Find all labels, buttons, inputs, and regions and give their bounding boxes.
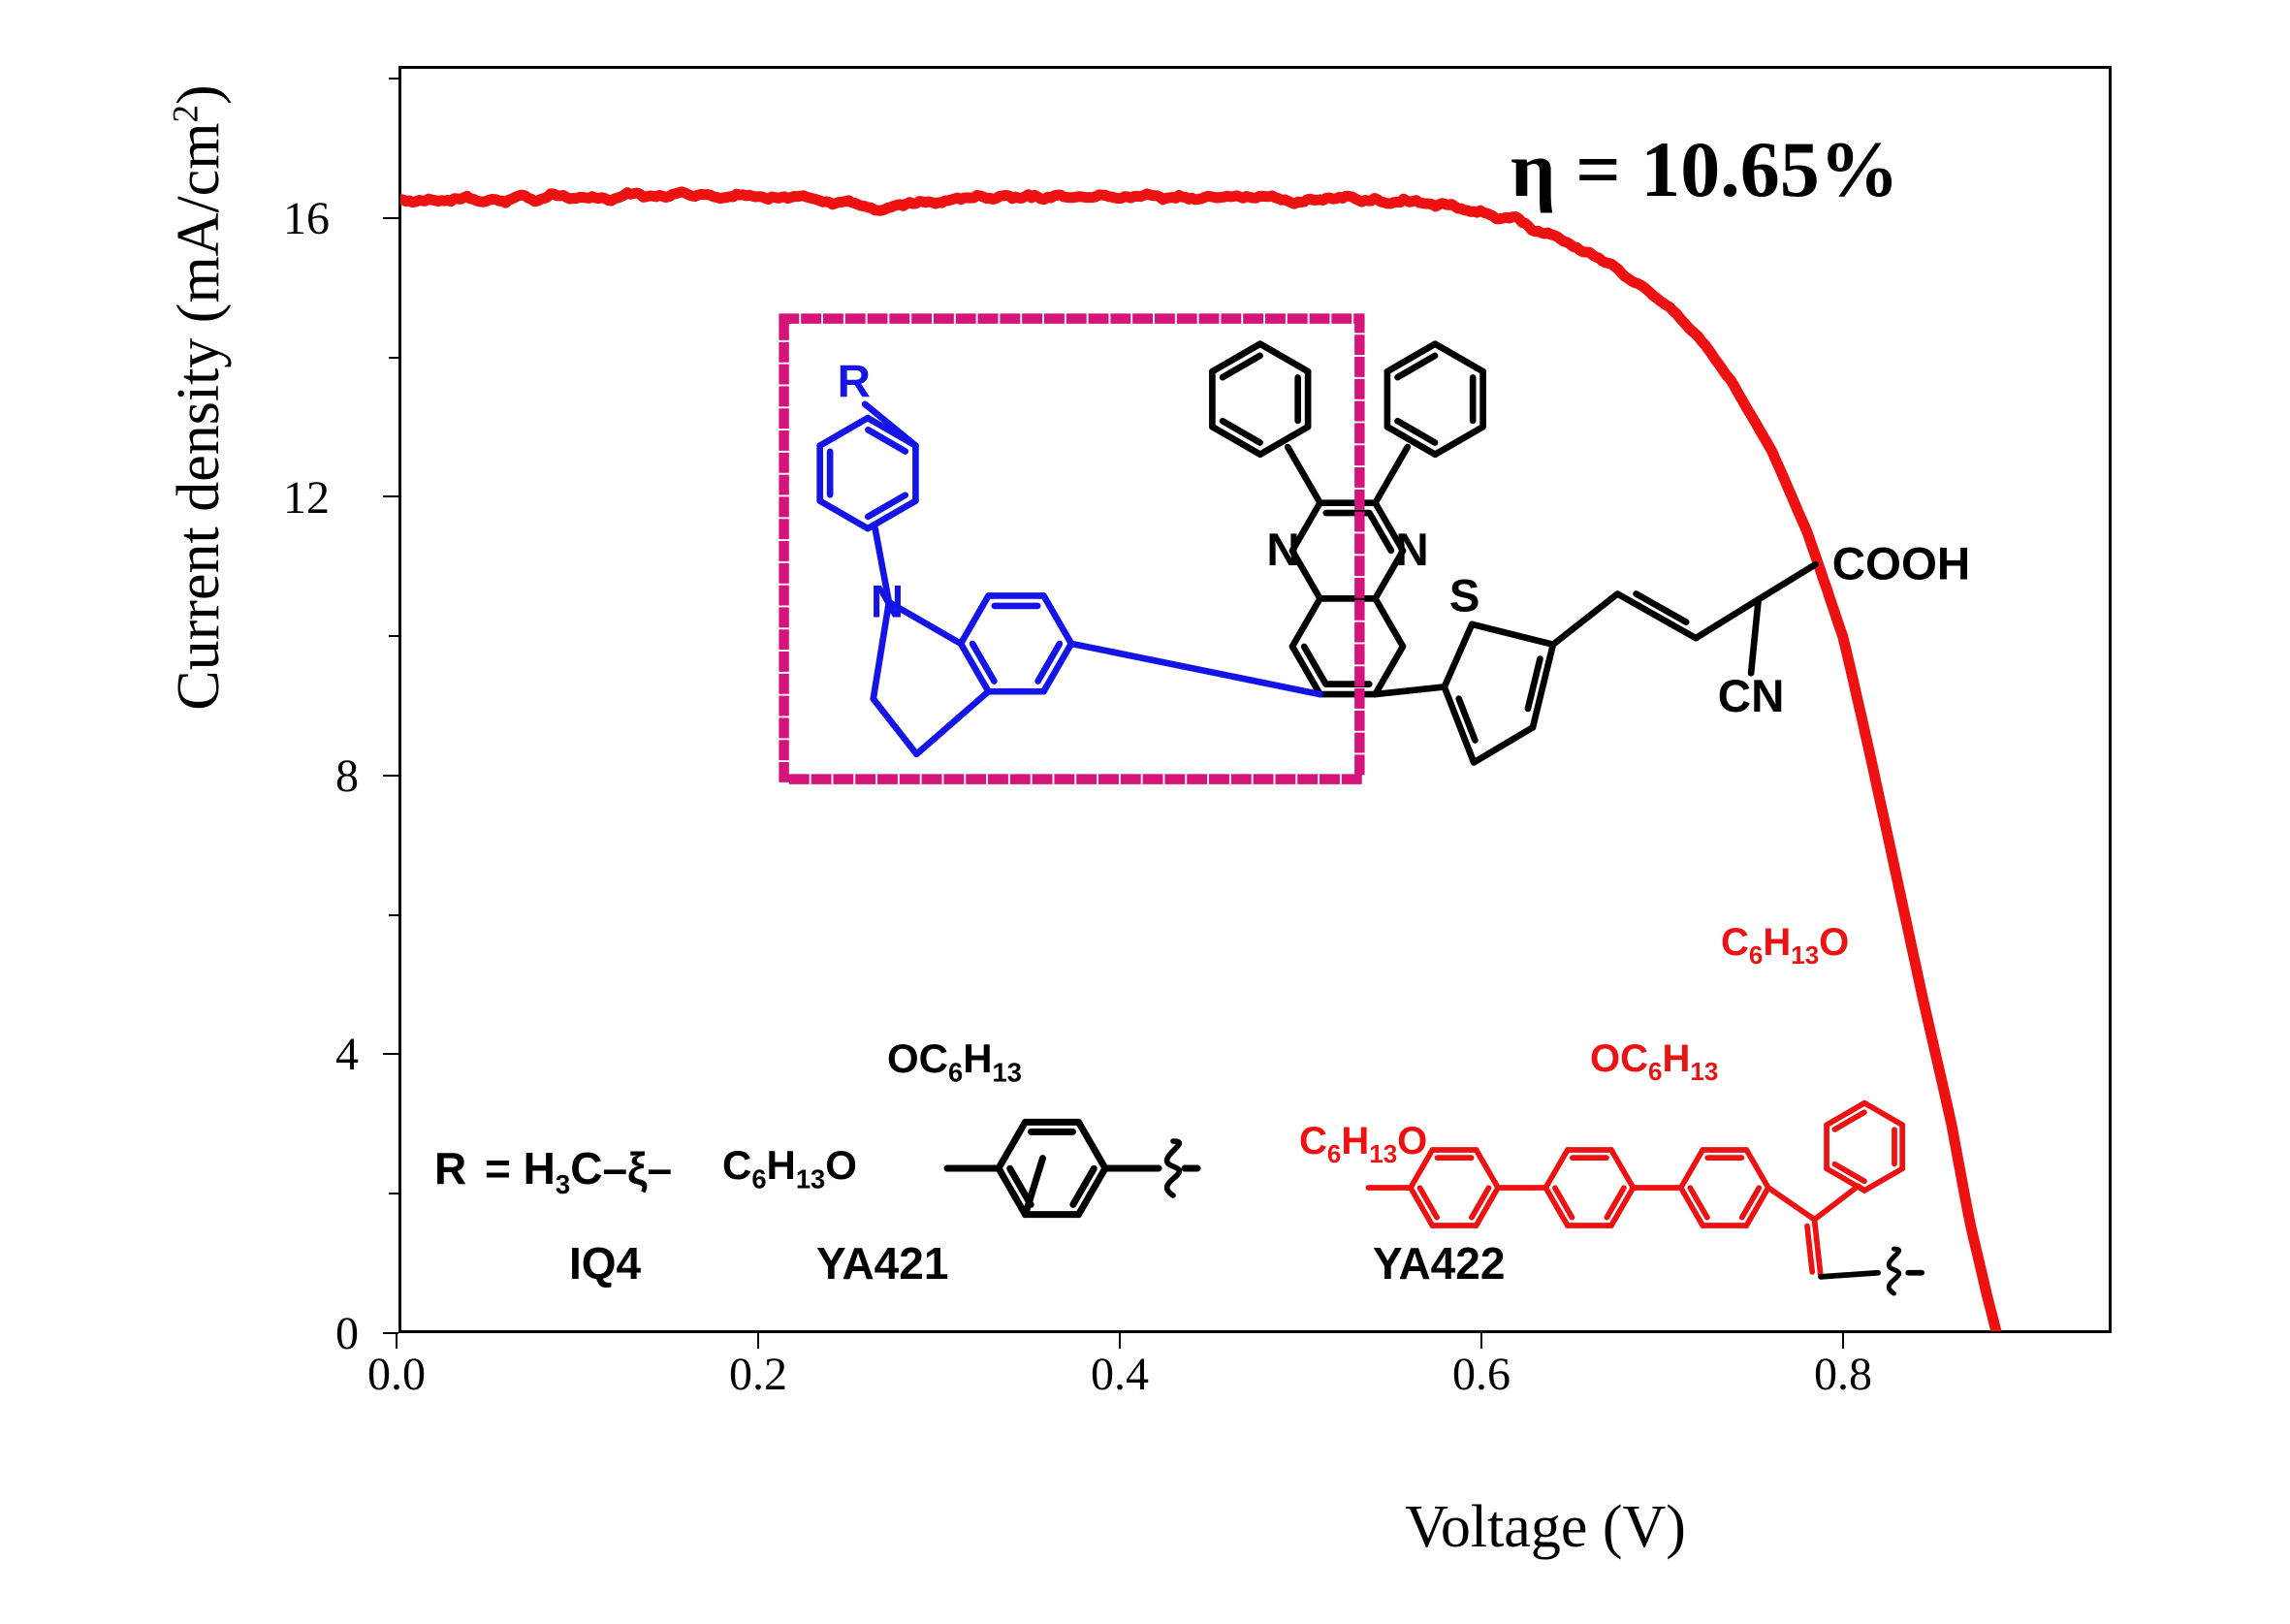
svg-text:CN: CN [1718, 671, 1785, 722]
svg-text:R: R [838, 356, 871, 407]
svg-text:N: N [1266, 525, 1299, 576]
svg-text:N: N [1395, 525, 1428, 576]
svg-text:COOH: COOH [1832, 538, 1971, 589]
svg-text:S: S [1449, 571, 1480, 622]
